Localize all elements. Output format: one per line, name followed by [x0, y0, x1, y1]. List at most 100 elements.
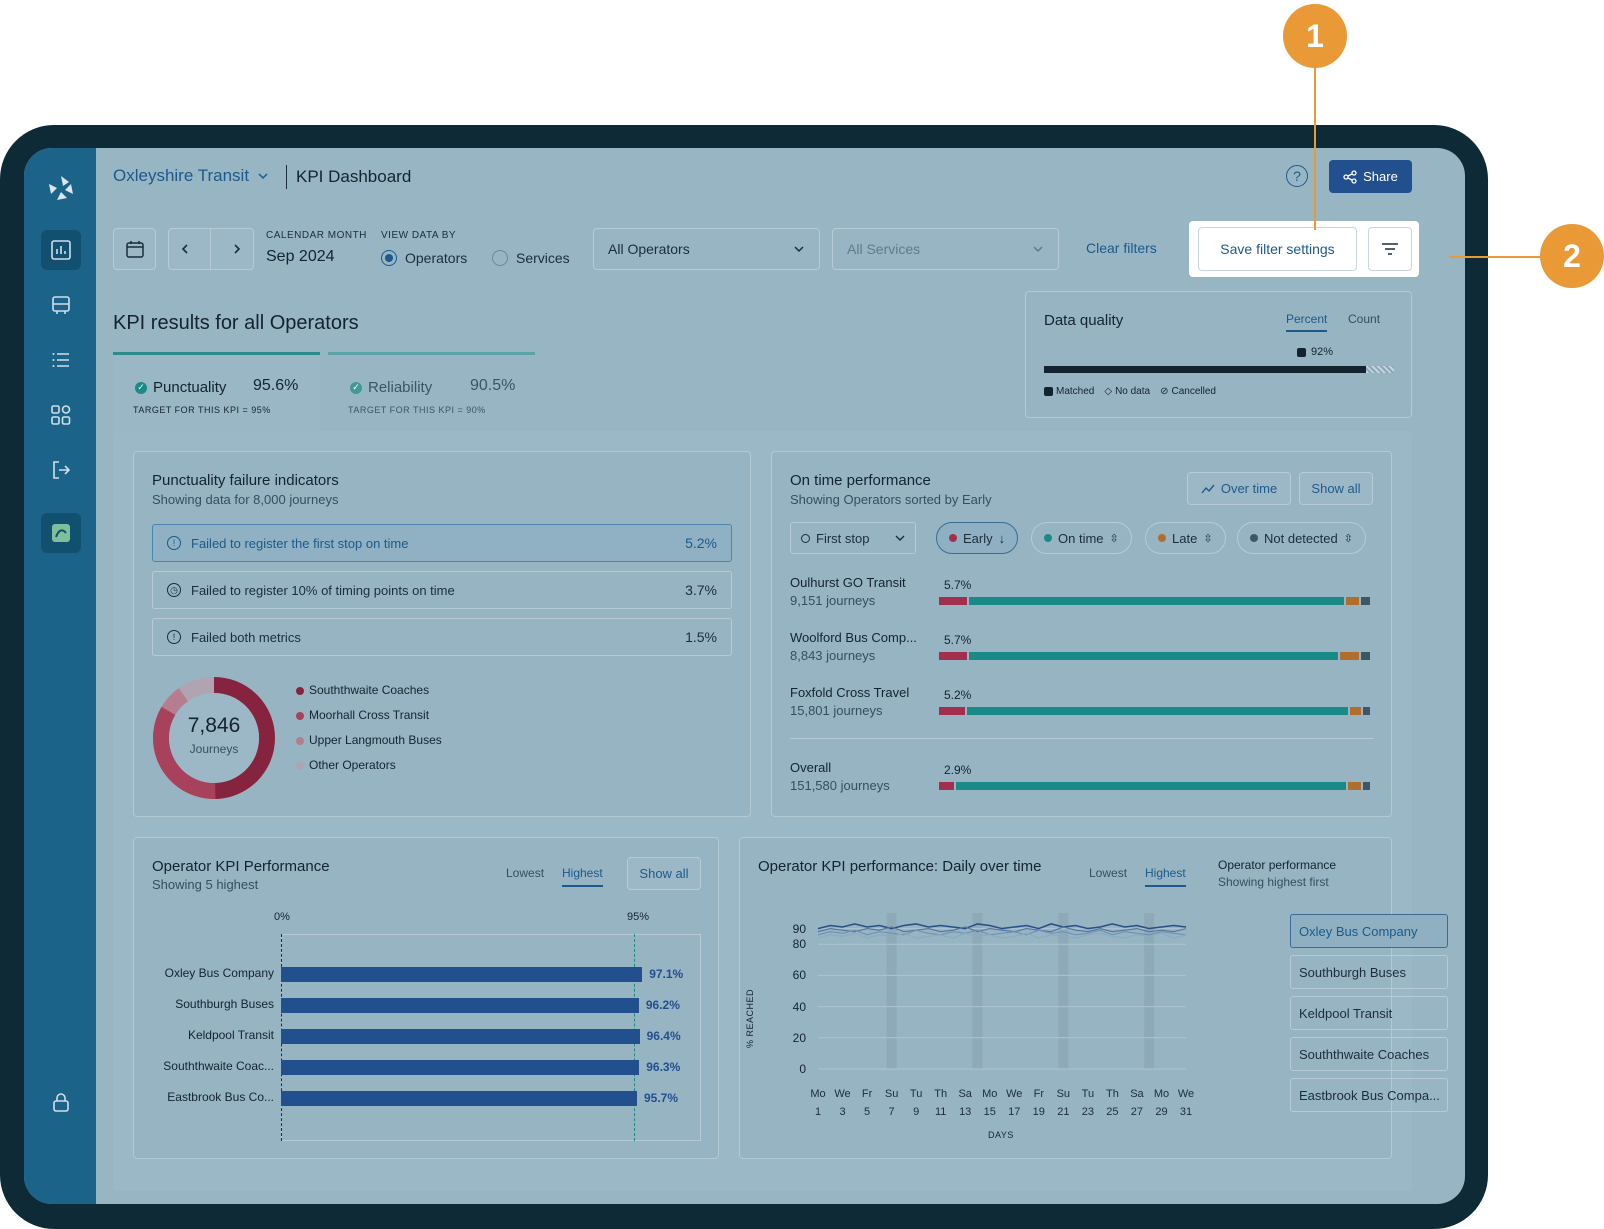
daily-xtick-day: Th	[1105, 1088, 1119, 1100]
daily-xtick-day: Su	[884, 1088, 899, 1100]
operators-select[interactable]: All Operators	[593, 228, 820, 270]
calendar-value: Sep 2024	[266, 248, 335, 265]
daily-xtick-day: Sa	[1130, 1088, 1144, 1100]
sidebar-item-apps[interactable]	[41, 395, 81, 435]
tab-punctuality-label: Punctuality	[153, 379, 227, 396]
calendar-icon	[125, 241, 144, 258]
late-dot-icon	[1158, 534, 1166, 542]
kpi-perf-bar-label: Keldpool Transit	[187, 1028, 274, 1042]
failure-row-value: 5.2%	[685, 535, 717, 551]
ontime-operator-name: Overall	[790, 760, 832, 775]
org-selector[interactable]: Oxleyshire Transit	[113, 166, 269, 186]
daily-tab-lowest[interactable]: Lowest	[1089, 866, 1128, 880]
chevron-right-icon[interactable]	[231, 243, 243, 255]
sidebar-item-list[interactable]	[41, 340, 81, 380]
failure-row-first-stop[interactable]: ! Failed to register the first stop on t…	[152, 524, 732, 562]
sort-icon: ⇳	[1343, 532, 1353, 545]
clock-icon: ◷	[167, 583, 181, 597]
journeys-donut	[153, 677, 275, 799]
ontime-show-all-button[interactable]: Show all	[1299, 472, 1373, 505]
legend-item: Moorhall Cross Transit	[309, 708, 430, 722]
kpi-perf-bar-value: 96.3%	[646, 1060, 681, 1074]
page-title: KPI Dashboard	[296, 167, 412, 186]
daily-side-subtitle: Showing highest first	[1218, 875, 1329, 889]
ontime-divider	[790, 738, 1373, 739]
failure-row-timing-points[interactable]: ◷ Failed to register 10% of timing point…	[152, 571, 732, 609]
map-icon	[52, 524, 70, 542]
kpi-perf-show-all-button[interactable]: Show all	[627, 857, 701, 890]
daily-tab-highest[interactable]: Highest	[1145, 866, 1186, 887]
weekend-band	[1058, 913, 1069, 1069]
sidebar	[24, 148, 96, 1204]
stop-select[interactable]: First stop	[790, 522, 916, 554]
services-select[interactable]: All Services	[832, 228, 1059, 270]
view-by-operators[interactable]: Operators	[381, 250, 467, 266]
tab-punctuality[interactable]: ✓ Punctuality 95.6% TARGET FOR THIS KPI …	[113, 352, 320, 432]
grid-icon	[51, 405, 71, 425]
pill-late-label: Late	[1172, 530, 1198, 546]
share-button[interactable]: Share	[1329, 160, 1412, 193]
daily-xtick-date: 27	[1130, 1106, 1144, 1118]
failure-row-both[interactable]: ! Failed both metrics 1.5%	[152, 618, 732, 656]
legend-matched: Matched	[1056, 386, 1095, 397]
daily-xtick-date: 5	[864, 1106, 871, 1118]
info-icon: !	[167, 630, 181, 644]
sidebar-item-map[interactable]	[41, 513, 81, 553]
sort-late-pill[interactable]: Late ⇳	[1145, 522, 1226, 554]
logout-icon	[53, 461, 71, 479]
daily-xtick-day: Tu	[1081, 1088, 1095, 1100]
chevron-left-icon[interactable]	[179, 243, 191, 255]
ontime-bar-late	[1348, 782, 1362, 790]
sort-early-pill[interactable]: Early ↓	[936, 522, 1019, 554]
daily-xtick-date: 17	[1008, 1106, 1021, 1118]
view-by-services[interactable]: Services	[492, 250, 570, 266]
daily-operator-item[interactable]: Eastbrook Bus Compa...	[1290, 1078, 1448, 1112]
tab-count[interactable]: Count	[1348, 312, 1381, 326]
weekend-band	[1144, 913, 1155, 1069]
daily-xtick-date: 25	[1106, 1106, 1119, 1118]
app-logo-icon[interactable]	[41, 168, 81, 208]
over-time-button[interactable]: Over time	[1187, 472, 1291, 505]
ontime-operator-journeys: 9,151 journeys	[790, 593, 876, 608]
kpi-perf-tab-highest[interactable]: Highest	[562, 866, 603, 887]
sidebar-item-lock[interactable]	[41, 1082, 81, 1122]
sort-notdetected-pill[interactable]: Not detected ⇳	[1237, 522, 1366, 554]
ontime-bar-late	[1350, 707, 1362, 715]
notdetected-dot-icon	[1250, 534, 1258, 542]
kpi-perf-bar-label: Oxley Bus Company	[164, 966, 274, 980]
daily-title: Operator KPI performance: Daily over tim…	[758, 858, 1042, 875]
lock-icon	[53, 1093, 69, 1112]
filter-icon	[1382, 243, 1398, 255]
calendar-button[interactable]	[113, 228, 156, 270]
daily-xtick-day: Fr	[1033, 1088, 1044, 1100]
daily-operator-item[interactable]: Oxley Bus Company	[1290, 914, 1448, 948]
failure-title: Punctuality failure indicators	[152, 472, 339, 489]
ontime-bar-late	[1346, 597, 1360, 605]
sidebar-item-logout[interactable]	[41, 450, 81, 490]
tab-reliability[interactable]: ✓ Reliability 90.5% TARGET FOR THIS KPI …	[328, 352, 535, 430]
weekend-band	[972, 913, 983, 1069]
daily-operator-item[interactable]: Southburgh Buses	[1290, 955, 1448, 989]
sort-ontime-pill[interactable]: On time ⇳	[1031, 522, 1132, 554]
share-label: Share	[1363, 169, 1398, 184]
clear-filters-link[interactable]: Clear filters	[1086, 240, 1157, 256]
bus-icon	[52, 296, 70, 314]
data-quality-title: Data quality	[1044, 312, 1124, 329]
daily-xtick-day: Mo	[810, 1088, 826, 1100]
daily-xtick-date: 9	[913, 1106, 920, 1118]
help-icon[interactable]: ?	[1286, 165, 1308, 187]
daily-operator-item[interactable]: Keldpool Transit	[1290, 996, 1448, 1030]
kpi-perf-axis-target: 95%	[627, 911, 650, 923]
kpi-perf-bar-value: 97.1%	[649, 967, 684, 981]
legend-dot-icon	[296, 686, 304, 695]
save-filter-button[interactable]: Save filter settings	[1198, 227, 1357, 271]
kpi-perf-tab-lowest[interactable]: Lowest	[506, 866, 545, 880]
cancel-icon: ⊘	[1160, 386, 1169, 397]
filter-settings-button[interactable]	[1368, 227, 1412, 271]
arrow-down-icon: ↓	[998, 530, 1006, 546]
sidebar-item-dashboard[interactable]	[41, 230, 81, 270]
donut-label: Journeys	[189, 742, 239, 756]
sidebar-item-vehicles[interactable]	[41, 285, 81, 325]
tab-percent[interactable]: Percent	[1286, 312, 1328, 332]
daily-operator-item[interactable]: Souththwaite Coaches	[1290, 1037, 1448, 1071]
